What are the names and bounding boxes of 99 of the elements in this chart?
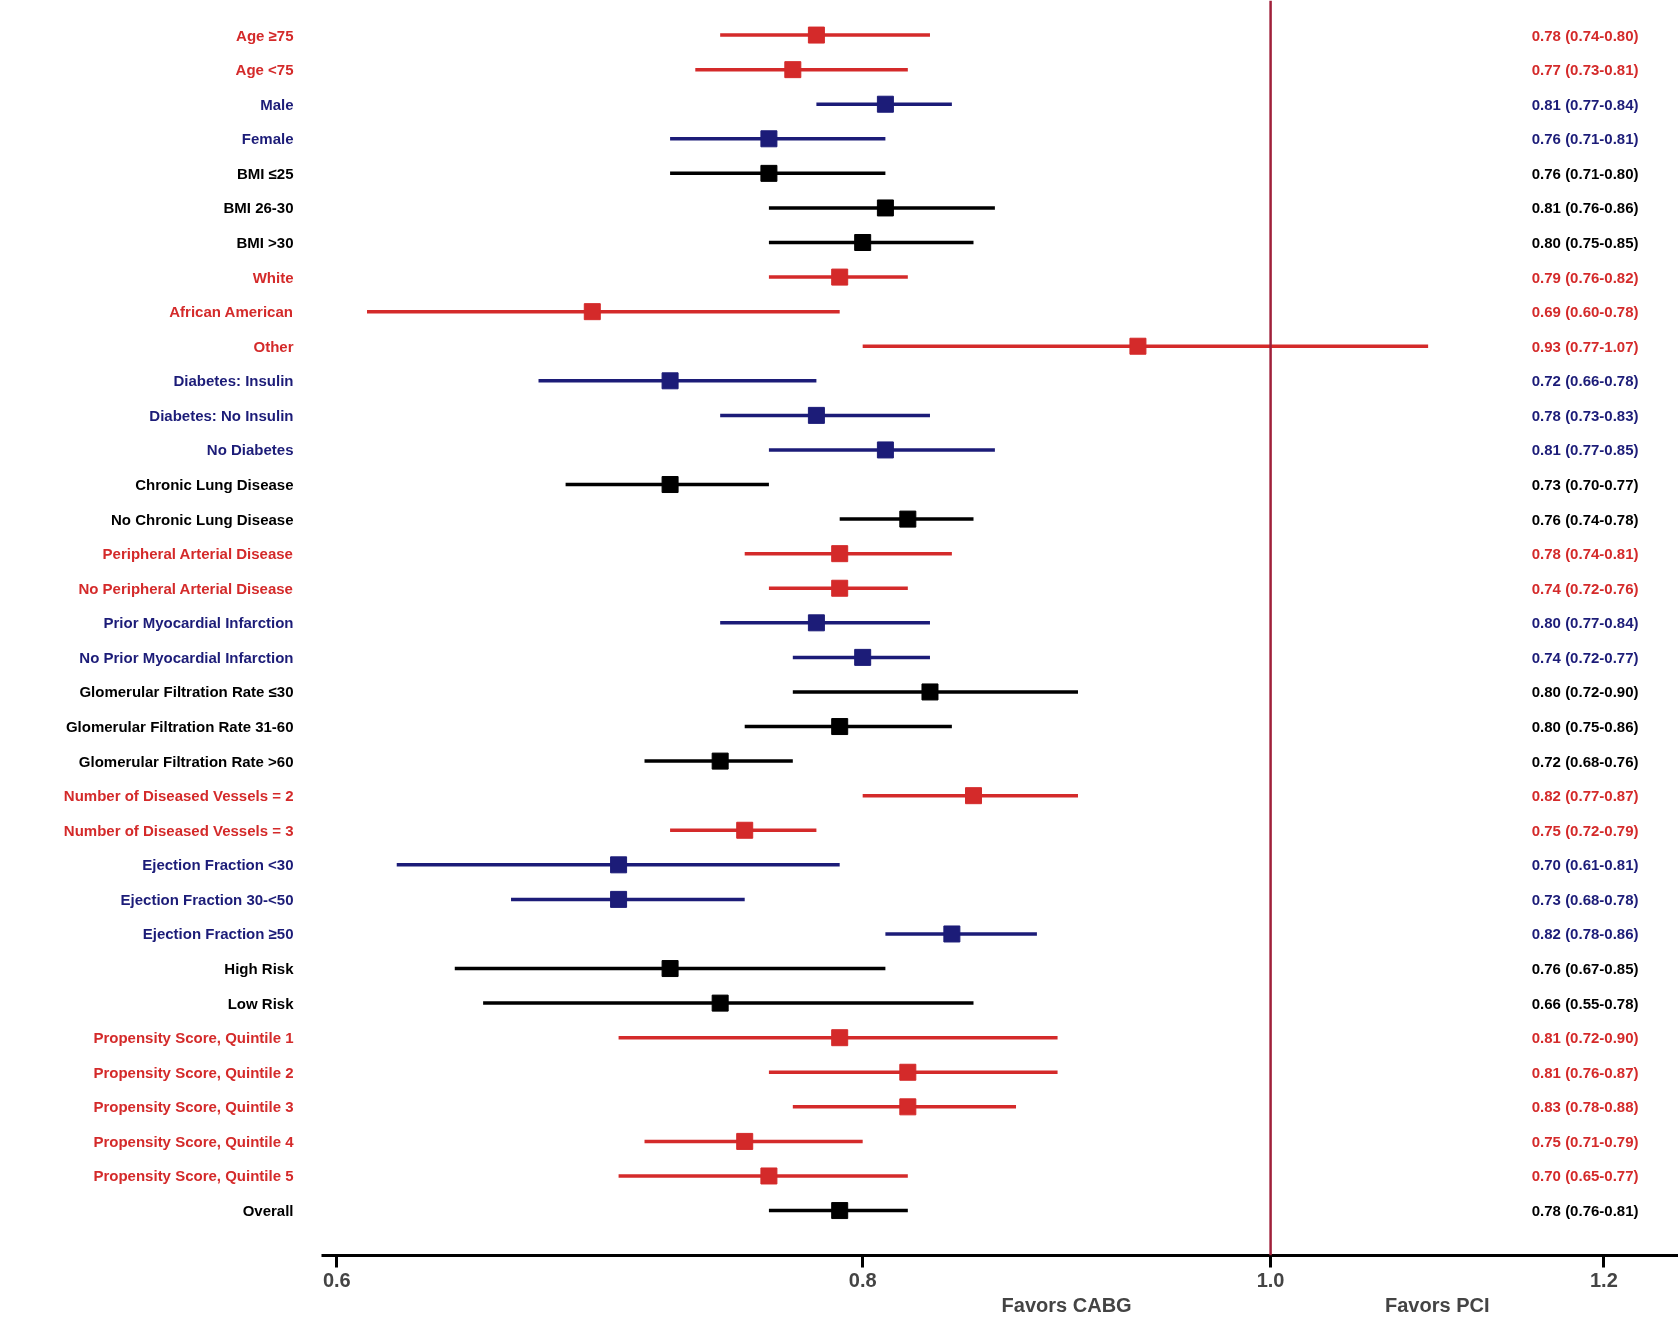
- annotation: 0.66 (0.55-0.78): [1531, 994, 1639, 1012]
- annotation: 0.73 (0.70-0.77): [1531, 476, 1639, 494]
- point: [760, 130, 778, 148]
- y-tick-label: Glomerular Filtration Rate 31-60: [65, 718, 294, 736]
- annotation: 0.81 (0.76-0.87): [1531, 1063, 1639, 1081]
- y-tick-label: BMI 26-30: [223, 199, 294, 217]
- annotation: 0.75 (0.71-0.79): [1531, 1132, 1639, 1150]
- annotation: 0.79 (0.76-0.82): [1531, 268, 1639, 286]
- point: [760, 1167, 778, 1185]
- annotation: 0.75 (0.72-0.79): [1531, 821, 1639, 839]
- point: [736, 1132, 754, 1150]
- annotation: 0.70 (0.65-0.77): [1531, 1167, 1639, 1185]
- y-tick-label: Prior Myocardial Infarction: [103, 614, 294, 632]
- y-tick-label: Peripheral Arterial Disease: [102, 545, 293, 563]
- text: Favors CABG: [1001, 1293, 1132, 1316]
- annotation: 0.72 (0.66-0.78): [1531, 372, 1639, 390]
- y-tick-label: Age <75: [235, 61, 294, 79]
- y-tick-label: Female: [241, 130, 294, 148]
- point: [899, 510, 917, 528]
- x-tick-label: 0.6: [322, 1268, 351, 1291]
- annotation: 0.78 (0.76-0.81): [1531, 1202, 1639, 1220]
- y-tick-label: African American: [169, 303, 293, 321]
- y-tick-label: Glomerular Filtration Rate >60: [78, 752, 294, 770]
- annotation: 0.76 (0.74-0.78): [1531, 510, 1639, 528]
- point: [876, 199, 894, 217]
- y-tick-label: Other: [253, 337, 294, 355]
- y-tick-label: Ejection Fraction ≥50: [142, 925, 294, 943]
- annotation: 0.93 (0.77-1.07): [1531, 337, 1639, 355]
- point: [876, 441, 894, 459]
- y-tick-label: Age ≥75: [236, 26, 294, 44]
- point: [899, 1063, 917, 1081]
- annotation: 0.74 (0.72-0.76): [1531, 579, 1639, 597]
- annotation: 0.77 (0.73-0.81): [1531, 61, 1639, 79]
- y-tick-label: Male: [260, 95, 294, 113]
- y-tick-label: Low Risk: [227, 994, 295, 1012]
- y-tick-label: Number of Diseased Vessels = 2: [63, 787, 294, 805]
- annotation: 0.70 (0.61-0.81): [1531, 856, 1639, 874]
- x-tick-label: 0.8: [848, 1268, 877, 1291]
- annotation: 0.74 (0.72-0.77): [1531, 648, 1639, 666]
- point: [831, 545, 849, 563]
- annotation: 0.82 (0.77-0.87): [1531, 787, 1639, 805]
- point: [854, 648, 872, 666]
- annotation: 0.81 (0.77-0.85): [1531, 441, 1639, 459]
- x-tick-label: 1.0: [1256, 1268, 1285, 1291]
- y-tick-label: No Peripheral Arterial Disease: [78, 579, 293, 597]
- annotation: 0.76 (0.71-0.81): [1531, 130, 1639, 148]
- annotation: 0.76 (0.67-0.85): [1531, 960, 1639, 978]
- point: [831, 1029, 849, 1047]
- point: [807, 614, 825, 632]
- y-tick-label: BMI ≤25: [236, 164, 294, 182]
- y-tick-label: Propensity Score, Quintile 5: [93, 1167, 294, 1185]
- y-tick-label: White: [252, 268, 294, 286]
- annotation: 0.81 (0.76-0.86): [1531, 199, 1639, 217]
- annotation: 0.81 (0.72-0.90): [1531, 1029, 1639, 1047]
- point: [831, 268, 849, 286]
- text: Favors PCI: [1384, 1293, 1490, 1316]
- y-tick-label: Propensity Score, Quintile 3: [93, 1098, 294, 1116]
- y-tick-label: BMI >30: [236, 234, 294, 252]
- y-tick-label: Diabetes: No Insulin: [149, 406, 294, 424]
- y-tick-label: Propensity Score, Quintile 4: [93, 1132, 295, 1150]
- point: [807, 26, 825, 44]
- y-tick-label: Overall: [242, 1202, 294, 1220]
- y-tick-label: Diabetes: Insulin: [173, 372, 294, 390]
- annotation: 0.69 (0.60-0.78): [1531, 303, 1639, 321]
- y-tick-label: Ejection Fraction 30-<50: [120, 890, 294, 908]
- annotation: 0.83 (0.78-0.88): [1531, 1098, 1639, 1116]
- y-tick-label: Glomerular Filtration Rate ≤30: [79, 683, 294, 701]
- point: [831, 1202, 849, 1220]
- y-tick-label: Propensity Score, Quintile 1: [93, 1029, 294, 1047]
- annotation: 0.81 (0.77-0.84): [1531, 95, 1639, 113]
- point: [784, 61, 802, 79]
- point: [760, 164, 778, 182]
- annotation: 0.80 (0.75-0.85): [1531, 234, 1639, 252]
- annotation: 0.78 (0.73-0.83): [1531, 406, 1639, 424]
- annotation: 0.80 (0.77-0.84): [1531, 614, 1639, 632]
- x-tick-label: 1.2: [1589, 1268, 1618, 1291]
- point: [736, 821, 754, 839]
- point: [831, 718, 849, 736]
- y-tick-label: Ejection Fraction <30: [142, 856, 294, 874]
- annotation: 0.73 (0.68-0.78): [1531, 890, 1639, 908]
- y-tick-label: Chronic Lung Disease: [135, 476, 294, 494]
- annotation: 0.72 (0.68-0.76): [1531, 752, 1639, 770]
- point: [807, 406, 825, 424]
- y-tick-label: Propensity Score, Quintile 2: [93, 1063, 294, 1081]
- y-tick-label: No Prior Myocardial Infarction: [79, 648, 294, 666]
- annotation: 0.78 (0.74-0.80): [1531, 26, 1639, 44]
- annotation: 0.80 (0.75-0.86): [1531, 718, 1639, 736]
- point: [876, 95, 894, 113]
- annotation: 0.76 (0.71-0.80): [1531, 164, 1639, 182]
- point: [899, 1098, 917, 1116]
- annotation: 0.82 (0.78-0.86): [1531, 925, 1639, 943]
- annotation: 0.78 (0.74-0.81): [1531, 545, 1639, 563]
- point: [831, 579, 849, 597]
- y-tick-label: High Risk: [224, 960, 295, 978]
- y-tick-label: Number of Diseased Vessels = 3: [63, 821, 294, 839]
- point: [854, 234, 872, 252]
- y-tick-label: No Diabetes: [206, 441, 294, 459]
- y-tick-label: No Chronic Lung Disease: [110, 510, 294, 528]
- annotation: 0.80 (0.72-0.90): [1531, 683, 1639, 701]
